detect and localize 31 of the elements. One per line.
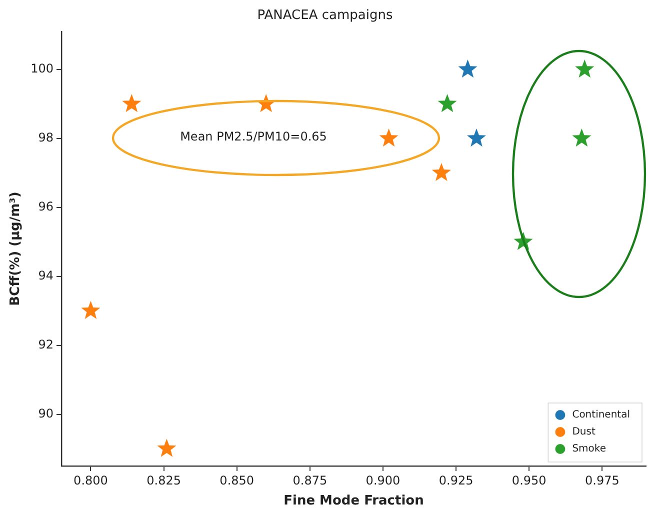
point [572,128,592,147]
x-tick-label: 0.825 [146,473,181,488]
y-tick-label: 98 [38,130,54,145]
point [458,60,478,78]
legend-label: Continental [572,410,630,421]
x-tick-label: 0.975 [584,473,620,488]
point [122,94,142,112]
point [575,60,594,78]
point [466,128,486,147]
annotation: Mean PM2.5/PM10=0.65 [180,130,327,144]
y-tick-label: 94 [38,268,54,283]
point [432,162,451,182]
x-axis-title: Fine Mode Fraction [284,494,424,509]
y-tick-label: 92 [38,337,54,352]
x-tick-label: 0.800 [74,473,108,488]
y-tick-label: 100 [30,62,54,76]
x-tick-label: 0.900 [366,473,400,488]
point [157,438,176,457]
legend-label: Dust [572,426,596,438]
point [81,300,100,319]
x-tick-label: 0.850 [220,473,254,488]
x-tick-label: 0.875 [292,473,328,488]
x-tick-label: 0.925 [438,473,474,488]
chart-title: PANACEA campaigns [257,8,393,24]
legend-label: Smoke [572,444,606,455]
x-tick-label: 0.950 [512,473,546,488]
point [438,94,457,112]
point [379,128,398,147]
y-tick-label: 96 [38,200,54,214]
y-axis-title: BCff(%) (μg/m³) [8,192,24,306]
y-tick-label: 90 [38,406,54,420]
